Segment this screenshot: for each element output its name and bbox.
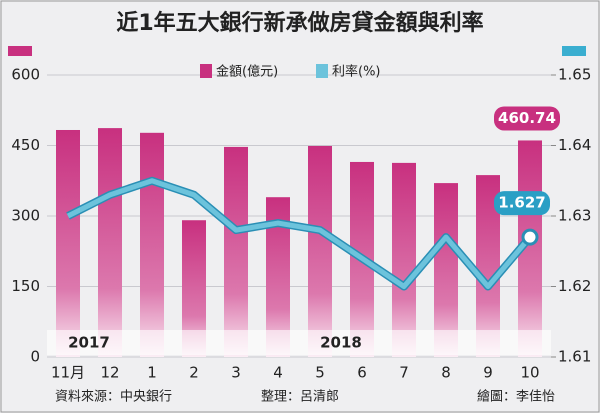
x-tick-label: 9	[483, 364, 493, 382]
x-tick-label: 12	[100, 364, 119, 382]
y2-axis-tab	[562, 46, 586, 56]
bar	[56, 129, 80, 357]
line-outline	[66, 176, 534, 291]
y-tick-label: 600	[11, 66, 40, 84]
period-label: 2017	[68, 334, 110, 352]
period-label: 2018	[320, 334, 362, 352]
legend-label: 金額(億元)	[216, 64, 278, 80]
credit: 整理：呂清郎	[261, 390, 339, 405]
x-tick-label: 1	[147, 364, 157, 382]
x-tick-label: 3	[231, 364, 241, 382]
x-tick-label: 7	[399, 364, 409, 382]
bar	[308, 145, 332, 357]
y-tick-label: 450	[11, 136, 40, 154]
value-label: 1.627	[498, 194, 545, 212]
point	[521, 228, 539, 246]
chart-title: 近1年五大銀行新承做房貸金額與利率	[116, 10, 483, 36]
x-tick-label: 5	[315, 364, 325, 382]
bar	[392, 162, 416, 357]
y-tick-label: 300	[11, 207, 40, 225]
value-label-bg	[494, 191, 550, 216]
y2-tick-label: 1.62	[558, 277, 591, 295]
period-band	[47, 330, 551, 355]
value-label: 460.74	[498, 109, 556, 127]
x-tick-label: 2	[189, 364, 199, 382]
line	[66, 178, 532, 289]
bar	[140, 132, 164, 357]
bar	[434, 183, 458, 357]
legend-swatch	[316, 64, 328, 78]
credit: 資料來源：中央銀行	[55, 390, 172, 405]
x-tick-label: 4	[273, 364, 283, 382]
x-tick-label: 6	[357, 364, 367, 382]
y-tick-label: 150	[11, 277, 40, 295]
bar	[224, 146, 248, 357]
legend-label: 利率(%)	[332, 64, 381, 80]
y2-tick-label: 1.63	[558, 207, 591, 225]
x-tick-label: 11月	[51, 364, 85, 382]
legend-swatch	[200, 64, 212, 78]
bar	[98, 128, 122, 357]
y2-tick-label: 1.64	[558, 136, 591, 154]
value-label-bg	[494, 106, 560, 131]
x-tick-label: 10	[520, 364, 539, 382]
y-axis-tab	[8, 46, 32, 56]
y2-tick-label: 1.65	[558, 66, 591, 84]
y-tick-label: 0	[30, 348, 40, 366]
x-tick-label: 8	[441, 364, 451, 382]
credit: 繪圖：李佳怡	[477, 389, 555, 405]
y2-tick-label: 1.61	[558, 348, 591, 366]
